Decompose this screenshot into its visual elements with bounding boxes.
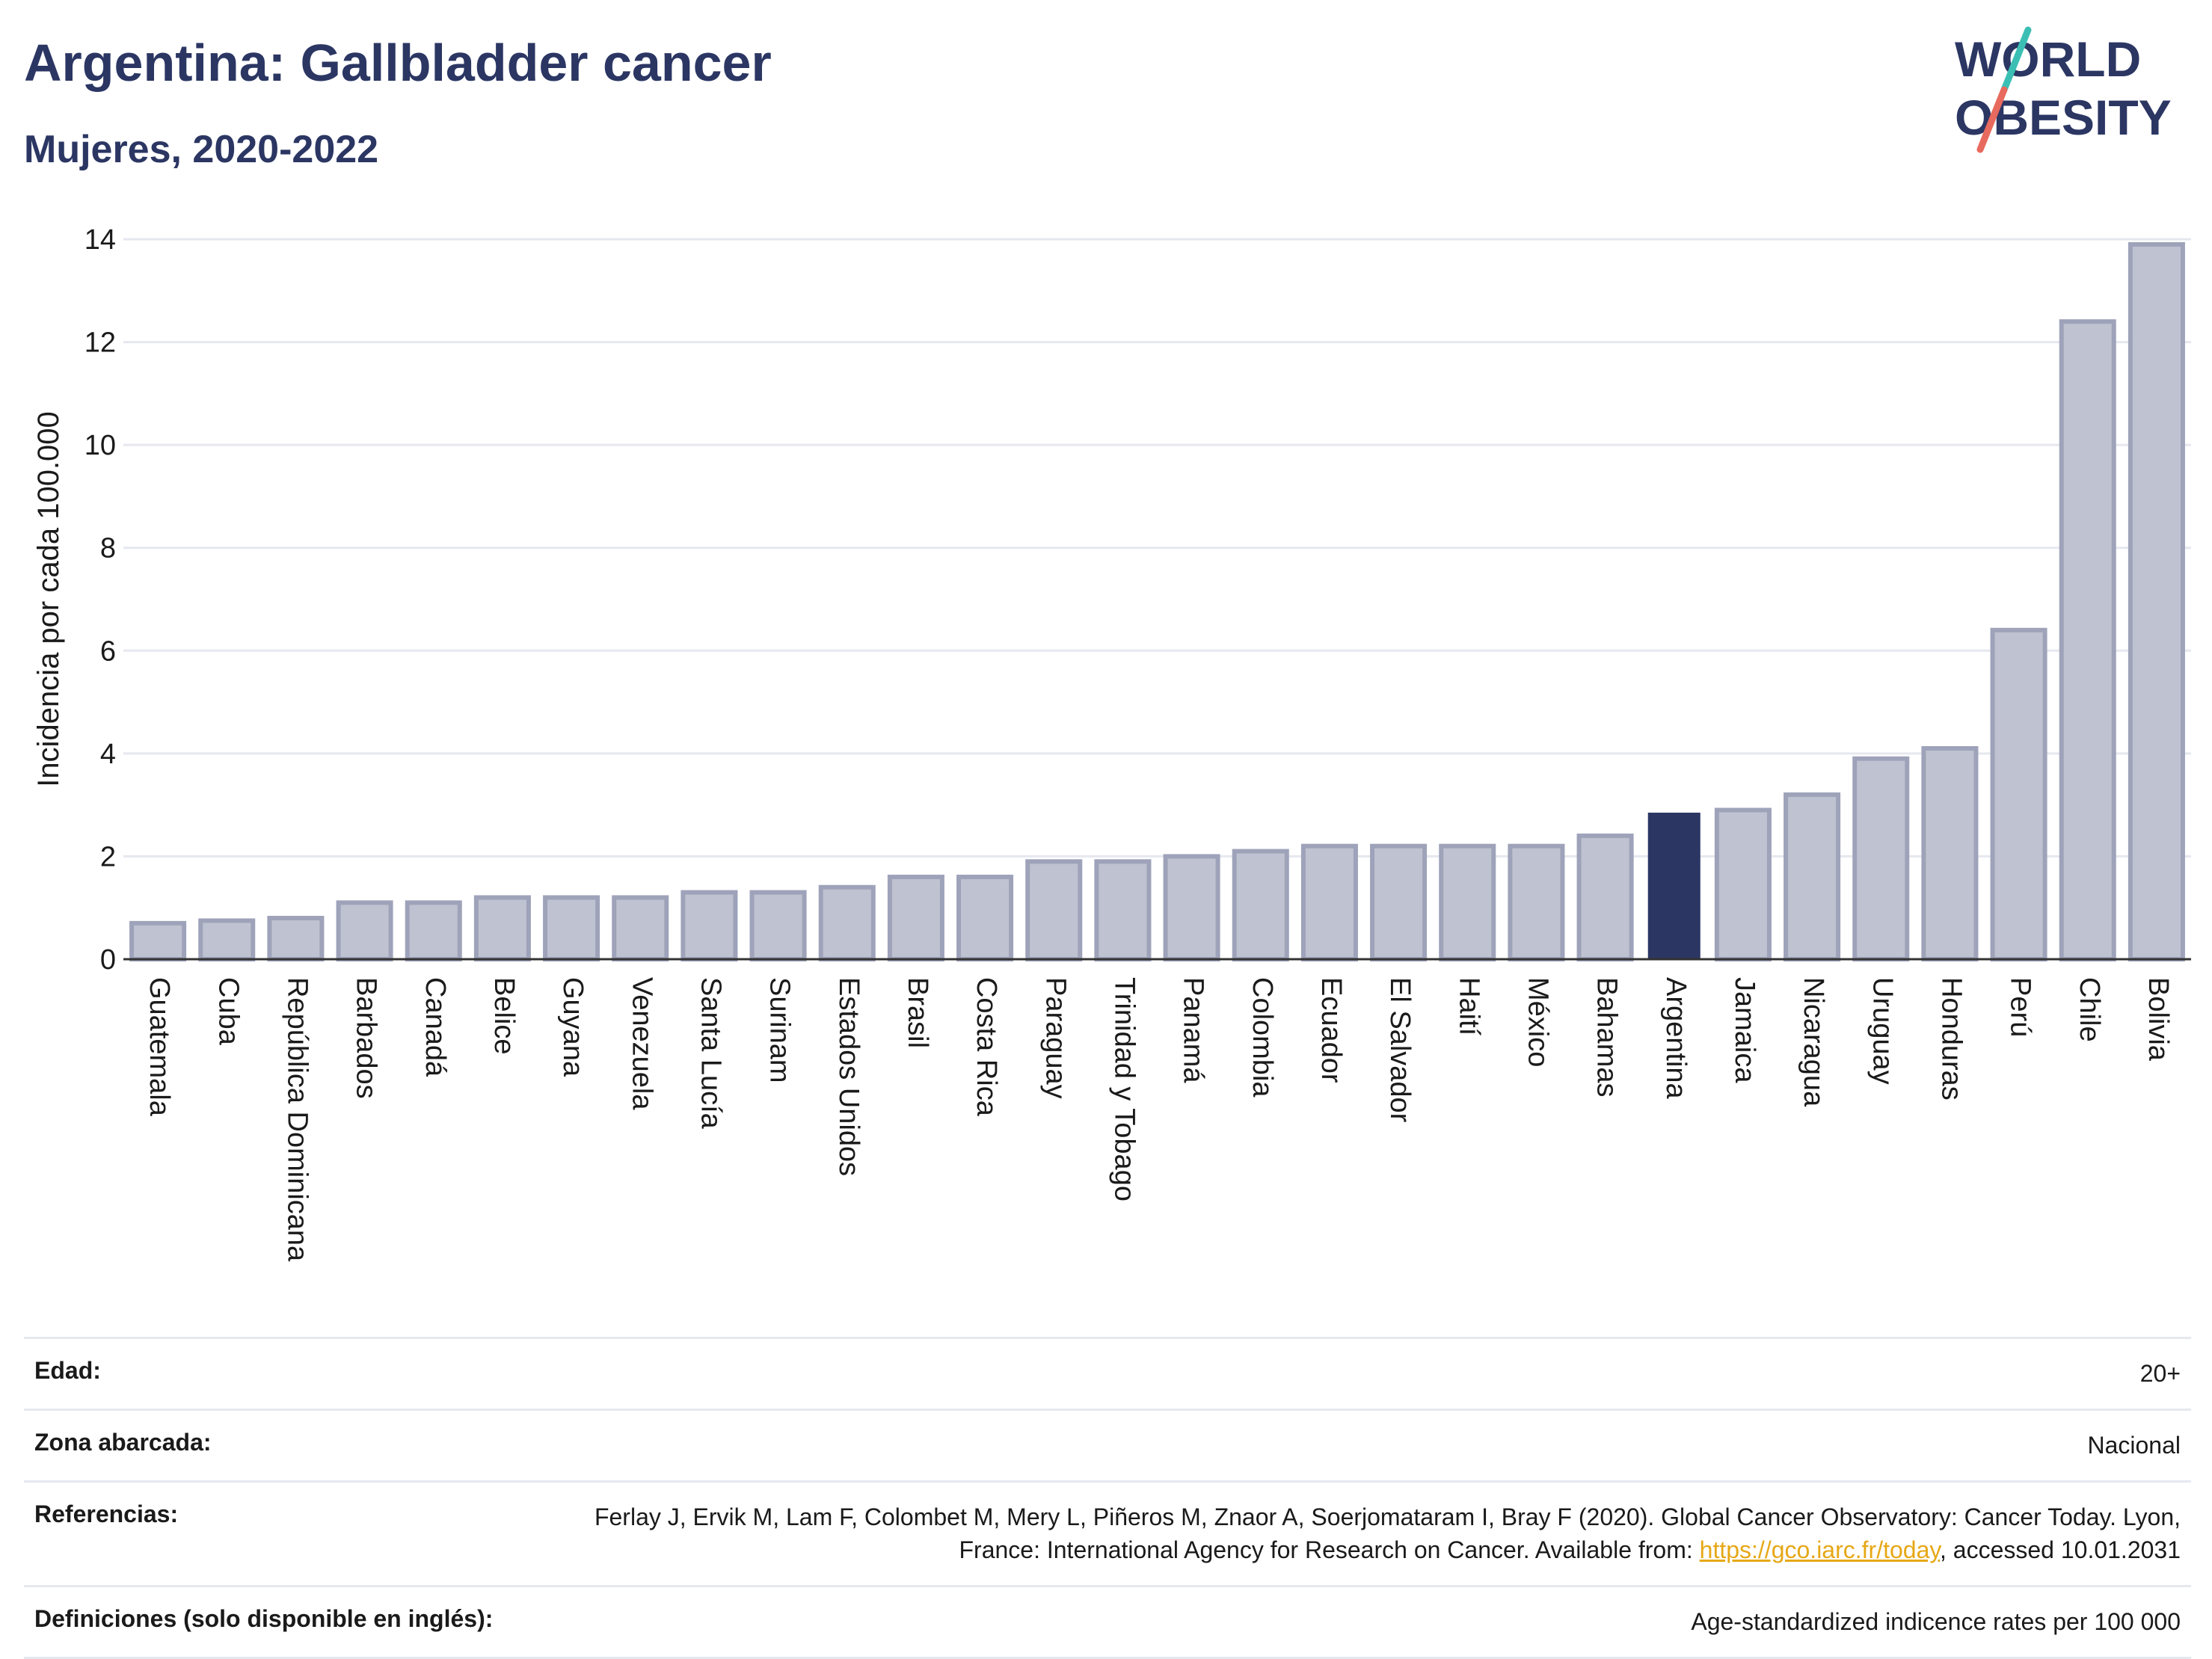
x-tick-label: Ecuador <box>1315 977 1347 1083</box>
y-tick-label: 12 <box>85 327 116 359</box>
y-tick-label: 4 <box>100 739 116 770</box>
y-tick-label: 14 <box>85 224 116 256</box>
y-tick-label: 10 <box>85 430 116 461</box>
bar <box>198 918 256 962</box>
x-tick-label: Jamaica <box>1729 977 1760 1083</box>
bar <box>1232 849 1289 962</box>
chart-title: Argentina: Gallbladder cancer <box>24 34 772 92</box>
bar-highlight <box>1647 812 1701 959</box>
bar <box>336 900 393 961</box>
bar <box>2059 319 2116 961</box>
y-tick-label: 8 <box>100 533 116 564</box>
bar-chart: Guatemala Cuba República Dominicana Barbado… <box>32 224 2191 1262</box>
bar <box>1990 627 2047 961</box>
bar <box>612 895 669 962</box>
bar <box>405 900 462 961</box>
x-tick-label: Venezuela <box>626 977 657 1110</box>
logo-slash-coral <box>1976 86 2008 153</box>
x-tick-label: Barbados <box>351 977 382 1099</box>
x-tick-label: Guyana <box>557 977 589 1077</box>
x-tick-label: Guatemala <box>144 977 175 1117</box>
logo-text-world: WORLD <box>1955 31 2141 87</box>
x-tick-label: Chile <box>2074 977 2105 1042</box>
bar <box>1576 833 1634 962</box>
x-tick-labels: Guatemala Cuba República Dominicana Barbado… <box>144 977 2174 1262</box>
x-tick-label: República Dominicana <box>281 977 313 1262</box>
bar <box>681 890 738 962</box>
y-tick-labels: 0 2 4 6 8 10 12 14 <box>85 224 116 976</box>
bar <box>1300 843 1358 961</box>
x-tick-label: Bahamas <box>1591 977 1623 1098</box>
x-tick-label: Bolivia <box>2142 977 2174 1062</box>
x-tick-label: Estados Unidos <box>833 977 864 1176</box>
x-tick-label: Panamá <box>1178 977 1209 1083</box>
x-tick-label: Paraguay <box>1039 977 1071 1099</box>
info-label-age: Edad: <box>34 1357 101 1384</box>
info-label-zone: Zona abarcada: <box>34 1428 212 1456</box>
info-label-references: Referencias: <box>34 1500 179 1527</box>
reference-text: Ferlay J, Ervik M, Lam F, Colombet M, Me… <box>594 1503 2181 1564</box>
bar <box>267 915 325 962</box>
x-tick-label: Surinam <box>764 977 796 1083</box>
bar <box>1094 859 1152 961</box>
x-tick-label: Colombia <box>1247 977 1278 1098</box>
bar <box>1852 756 1910 961</box>
bar <box>1025 859 1083 961</box>
world-obesity-logo: WORLD OBESITY <box>1955 26 2172 153</box>
bar <box>1508 843 1565 961</box>
bar <box>473 895 531 962</box>
y-tick-label: 6 <box>100 635 116 667</box>
x-tick-label: Canadá <box>420 977 451 1077</box>
logo-slash-teal <box>2000 26 2032 93</box>
bar <box>1784 792 1841 962</box>
reference-accessed: , accessed 10.01.2031 <box>1939 1536 2181 1564</box>
x-tick-label: Costa Rica <box>971 977 1002 1117</box>
x-tick-label: Perú <box>2005 977 2036 1037</box>
info-row-references: Referencias: Ferlay J, Ervik M, Lam F, C… <box>24 1480 2191 1586</box>
info-value-definitions: Age-standardized indicence rates per 100… <box>1691 1608 2181 1636</box>
x-tick-label: Argentina <box>1660 977 1692 1100</box>
bar <box>887 874 944 962</box>
bar <box>1439 843 1496 961</box>
x-tick-label: Uruguay <box>1867 977 1898 1085</box>
x-tick-label: El Salvador <box>1384 977 1416 1123</box>
bar <box>2127 241 2185 961</box>
bar <box>1921 745 1979 961</box>
bar <box>543 895 600 962</box>
info-row-definitions: Definiciones (solo disponible en inglés)… <box>24 1585 2191 1659</box>
bar <box>1163 854 1220 962</box>
bar <box>129 920 187 961</box>
y-tick-label: 0 <box>100 944 116 976</box>
info-row-age: Edad: 20+ <box>24 1337 2191 1409</box>
info-table: Edad: 20+ Zona abarcada: Nacional Refere… <box>24 1337 2191 1659</box>
info-value-zone: Nacional <box>2087 1431 2181 1459</box>
x-tick-label: Honduras <box>1935 977 1967 1101</box>
gridlines <box>123 238 2191 858</box>
bar <box>1714 807 1772 962</box>
info-value-references: Ferlay J, Ervik M, Lam F, Colombet M, Me… <box>573 1501 2181 1568</box>
info-row-zone: Zona abarcada: Nacional <box>24 1408 2191 1480</box>
x-tick-label: Nicaragua <box>1798 977 1829 1107</box>
y-axis-title: Incidencia por cada 100.000 <box>32 411 65 787</box>
y-tick-label: 2 <box>100 841 116 872</box>
x-tick-label: Trinidad y Tobago <box>1108 977 1140 1201</box>
bar <box>956 874 1014 962</box>
info-value-age: 20+ <box>2139 1360 2181 1387</box>
x-tick-label: Cuba <box>212 977 244 1046</box>
info-label-definitions: Definiciones (solo disponible en inglés)… <box>34 1605 494 1633</box>
chart-subtitle: Mujeres, 2020-2022 <box>24 128 379 171</box>
x-tick-label: Brasil <box>902 977 933 1048</box>
reference-link[interactable]: https://gco.iarc.fr/today <box>1699 1536 1940 1564</box>
x-tick-label: Haití <box>1453 977 1484 1036</box>
bar <box>1370 843 1428 961</box>
x-tick-label: México <box>1522 977 1553 1067</box>
bars <box>129 241 2185 962</box>
x-tick-label: Santa Lucía <box>695 977 726 1130</box>
bar <box>818 884 876 961</box>
bar <box>749 890 807 962</box>
x-tick-label: Belice <box>488 977 520 1055</box>
